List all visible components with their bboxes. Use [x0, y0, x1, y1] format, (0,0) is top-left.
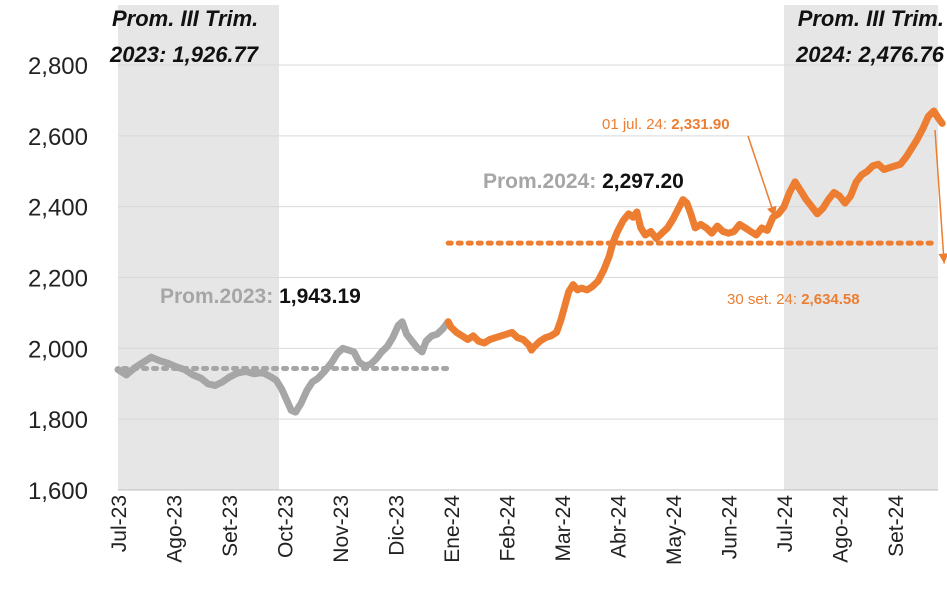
x-tick-label: Jul-24: [774, 495, 797, 553]
x-tick-label: Ago-24: [830, 495, 853, 563]
x-tick-label: Abr-24: [608, 495, 631, 558]
annotation-sep30: 30 set. 24: 2,634.58: [727, 291, 860, 308]
avg-2023-value: 1,943.19: [279, 285, 361, 308]
x-tick-label: Mar-24: [552, 495, 575, 562]
x-tick-label: Feb-24: [497, 495, 520, 562]
x-tick-label: Jul-23: [108, 495, 131, 552]
x-tick-label: May-24: [663, 495, 686, 565]
quarter-band-1: [784, 5, 938, 490]
y-tick-label: 2,600: [28, 124, 88, 151]
annotation-sep30-arrow-shaft: [934, 129, 945, 264]
y-tick-label: 2,200: [28, 266, 88, 293]
x-tick-label: Ago-23: [164, 495, 187, 563]
annotation-arrows: [747, 129, 947, 264]
annotation-sep30-value: 2,634.58: [801, 291, 859, 308]
y-tick-label: 1,800: [28, 407, 88, 434]
annotation-sep30-arrow-head: [938, 253, 947, 264]
annotation-jul01: 01 jul. 24: 2,331.90: [602, 116, 730, 133]
x-axis-ticks: Jul-23 Ago-23 Set-23 Oct-23 Nov-23 Dic-23 Ene-…: [108, 495, 908, 565]
x-tick-label: Dic-23: [386, 495, 409, 556]
annotation-jul01-label: 01 jul. 24:: [602, 116, 671, 133]
x-tick-label: Oct-23: [275, 495, 298, 558]
y-tick-label: 1,600: [28, 478, 88, 505]
avg-2023-label: Prom.2023: 1,943.19: [160, 285, 361, 308]
series-line-2024: [444, 107, 946, 354]
avg-2024-label-text: Prom.2024:: [483, 170, 602, 193]
y-axis-ticks: 1,600 1,800 2,000 2,200 2,400 2,600 2,800: [28, 53, 88, 505]
series-line-2023: [114, 318, 452, 416]
q3-2023-label-line2: 2023: 1,926.77: [109, 42, 260, 67]
annotation-jul01-value: 2,331.90: [671, 116, 729, 133]
y-tick-label: 2,000: [28, 336, 88, 363]
x-tick-label: Jun-24: [719, 495, 742, 560]
quarter-band-0: [118, 5, 279, 490]
quarter-bands: [118, 5, 938, 490]
avg-2023-label-text: Prom.2023:: [160, 285, 279, 308]
series-lines: [114, 107, 946, 416]
x-tick-label: Set-24: [885, 495, 908, 557]
q3-2024-label-line1: Prom. III Trim.: [798, 6, 944, 31]
y-tick-label: 2,400: [28, 195, 88, 222]
q3-2024-label-line2: 2024: 2,476.76: [795, 42, 945, 67]
x-tick-label: Set-23: [219, 495, 242, 557]
annotation-jul01-arrow-head: [766, 205, 777, 217]
y-tick-label: 2,800: [28, 53, 88, 80]
q3-2023-label-line1: Prom. III Trim.: [112, 6, 258, 31]
avg-2024-label: Prom.2024: 2,297.20: [483, 170, 684, 193]
avg-2024-value: 2,297.20: [602, 170, 684, 193]
annotation-jul01-arrow-shaft: [747, 135, 776, 218]
x-tick-label: Nov-23: [330, 495, 353, 563]
annotation-sep30-label: 30 set. 24:: [727, 291, 801, 308]
x-tick-label: Ene-24: [441, 495, 464, 563]
